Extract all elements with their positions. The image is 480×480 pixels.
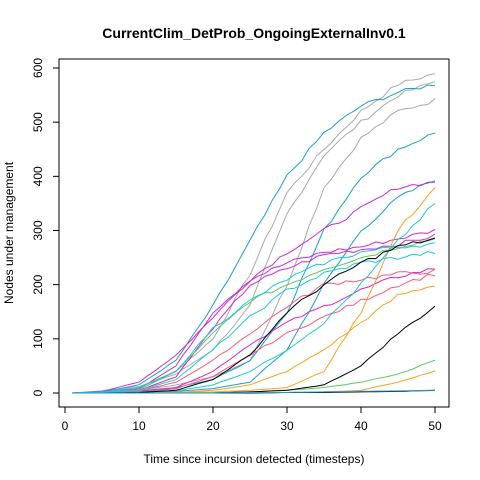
y-axis: 0 100 200 300 400 500 600: [31, 58, 60, 396]
y-tick-label: 300: [31, 220, 45, 240]
y-axis-label: Nodes under management: [2, 161, 16, 304]
x-tick-label: 20: [206, 419, 220, 433]
chart-title: CurrentClim_DetProb_OngoingExternalInv0.…: [102, 25, 406, 41]
y-tick-label: 100: [31, 329, 45, 349]
series-line: [72, 242, 436, 394]
series-lines: [72, 73, 436, 394]
y-tick-label: 500: [31, 112, 45, 132]
x-tick-label: 40: [354, 419, 368, 433]
series-line: [72, 250, 436, 394]
series-line: [72, 285, 436, 394]
y-tick-label: 0: [31, 389, 45, 396]
x-tick-label: 50: [428, 419, 442, 433]
series-line: [72, 268, 436, 394]
series-line: [72, 181, 435, 394]
y-tick-label: 200: [31, 274, 45, 294]
x-tick-label: 30: [280, 419, 294, 433]
x-axis: 0 10 20 30 40 50: [62, 406, 442, 433]
series-line: [72, 305, 436, 394]
x-tick-label: 10: [132, 419, 146, 433]
y-tick-label: 600: [31, 58, 45, 78]
series-line: [72, 389, 436, 394]
series-line: [72, 187, 436, 394]
y-tick-label: 400: [31, 166, 45, 186]
series-line: [72, 229, 436, 394]
x-axis-label: Time since incursion detected (timesteps…: [144, 452, 365, 466]
series-line: [72, 273, 436, 394]
series-line: [72, 180, 436, 394]
series-line: [72, 81, 436, 394]
series-line: [72, 84, 436, 394]
x-tick-label: 0: [62, 419, 69, 433]
